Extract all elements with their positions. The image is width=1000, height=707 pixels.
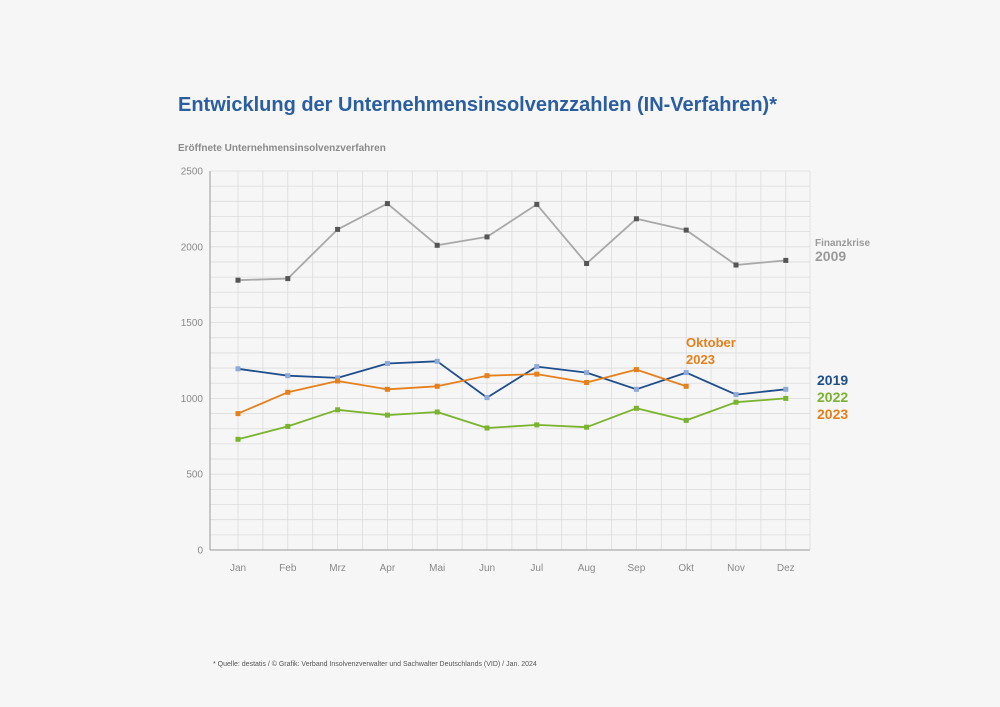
data-point-marker [534, 371, 540, 377]
data-point-marker [335, 407, 341, 413]
data-point-marker [434, 358, 440, 364]
series-label: 2023 [686, 352, 715, 367]
grid [209, 170, 811, 551]
data-point-marker [434, 383, 440, 389]
data-point-marker [384, 386, 390, 392]
data-point-marker [633, 405, 639, 411]
data-point-marker [584, 424, 590, 430]
data-point-marker [584, 380, 590, 385]
footnote-text: * Quelle: destatis / © Grafik: Verband I… [213, 661, 537, 668]
x-tick-label: Jul [530, 563, 543, 574]
data-point-marker [235, 436, 241, 442]
data-point-marker [633, 216, 639, 222]
data-point-marker [633, 386, 639, 392]
x-tick-label: Aug [578, 563, 596, 574]
x-tick-label: Jun [479, 563, 495, 574]
series [235, 201, 789, 442]
series-label: 2009 [815, 248, 846, 264]
series-line [237, 202, 786, 282]
data-point-marker [434, 409, 440, 415]
y-axis-label: Eröffnete Unternehmensinsolvenzverfahren [178, 143, 386, 154]
data-point-marker [783, 386, 789, 392]
data-point-marker [434, 242, 440, 248]
y-tick-label: 1000 [181, 394, 204, 405]
x-tick-label: Okt [678, 563, 694, 574]
data-point-marker [733, 392, 739, 398]
y-tick-label: 0 [197, 546, 203, 557]
data-point-marker [235, 366, 241, 372]
x-tick-label: Apr [380, 563, 396, 574]
data-point-marker [683, 370, 689, 376]
data-point-marker [285, 373, 291, 379]
data-point-marker [335, 378, 341, 384]
series-label: Finanzkrise [815, 238, 870, 249]
x-tick-label: Nov [727, 563, 745, 574]
data-point-marker [783, 395, 789, 401]
source-footnote: * Quelle: destatis / © Grafik: Verband I… [213, 661, 537, 668]
data-point-marker [384, 201, 390, 207]
data-point-marker [683, 383, 689, 389]
series-line [237, 397, 786, 441]
data-point-marker [584, 261, 590, 266]
x-tick-label: Dez [777, 563, 795, 574]
data-point-marker [534, 364, 540, 370]
data-point-marker [584, 370, 590, 376]
series-label: 2019 [817, 372, 848, 388]
x-tick-label: Mai [429, 563, 445, 574]
y-tick-label: 500 [186, 470, 203, 481]
data-point-marker [783, 257, 789, 263]
y-tick-label: 1500 [181, 318, 204, 329]
series-line [237, 360, 786, 399]
x-tick-label: Jan [230, 563, 246, 574]
x-tick-label: Sep [628, 563, 646, 574]
series-label: Oktober [686, 335, 736, 350]
data-point-marker [733, 262, 739, 268]
data-point-marker [335, 375, 341, 381]
series-label: 2022 [817, 389, 848, 405]
x-tick-label: Feb [279, 563, 297, 574]
data-point-marker [335, 226, 341, 232]
data-point-marker [534, 422, 540, 428]
data-point-marker [633, 367, 639, 373]
data-point-marker [534, 201, 540, 207]
data-point-marker [285, 423, 291, 429]
data-point-marker [484, 395, 490, 401]
data-point-marker [384, 361, 390, 366]
data-point-marker [384, 412, 390, 418]
data-point-marker [733, 399, 739, 405]
y-tick-label: 2500 [181, 167, 204, 178]
series-line [237, 368, 687, 415]
data-point-marker [683, 227, 689, 233]
data-point-marker [235, 277, 241, 283]
data-point-marker [484, 373, 490, 379]
chart-title: Entwicklung der Unternehmensinsolvenzzah… [178, 94, 778, 116]
data-point-marker [285, 389, 291, 395]
data-point-marker [484, 425, 490, 431]
data-point-marker [683, 417, 689, 423]
y-tick-label: 2000 [181, 242, 204, 253]
data-point-marker [285, 276, 291, 282]
series-label: 2023 [817, 406, 848, 422]
data-point-marker [484, 234, 490, 240]
axes: 0 500 1000 1500 2000 2500 Jan Feb Mrz Apr Mai Jun Ju… [181, 167, 810, 574]
data-point-marker [235, 411, 241, 417]
x-tick-label: Mrz [329, 563, 346, 574]
